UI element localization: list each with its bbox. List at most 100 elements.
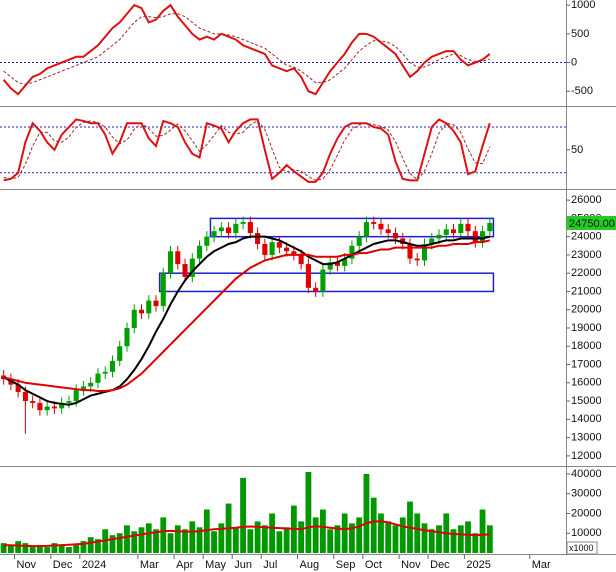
volume-bar (378, 513, 384, 553)
x-tick-label: 2024 (82, 559, 106, 571)
volume-bar (305, 471, 312, 553)
volume-bar (276, 531, 283, 553)
series-line (3, 118, 491, 183)
candle-body (175, 251, 181, 265)
candle-body (80, 386, 86, 391)
volume-bar (51, 543, 58, 553)
candle-body (240, 222, 246, 224)
volume-bar (341, 513, 348, 553)
y-tick-label: 23000 (571, 249, 602, 261)
x-tick-label: Dec (53, 559, 73, 571)
candle-body (59, 402, 65, 409)
candle-body (117, 346, 123, 361)
volume-bar (240, 477, 246, 553)
x-tick-label: Nov (401, 559, 421, 571)
volume-bar (472, 533, 479, 553)
volume-bar (363, 473, 370, 553)
candle-body (276, 242, 282, 248)
candle-body (313, 287, 319, 292)
candle-body (37, 402, 43, 411)
y-tick-label: 30000 (571, 488, 602, 500)
volume-bar (218, 523, 225, 553)
volume-bar (174, 525, 181, 553)
candle-body (407, 243, 413, 259)
y-tick-label: 12000 (571, 450, 602, 462)
volume-bar (87, 537, 94, 553)
candle-body (197, 245, 203, 259)
volume-bar (327, 529, 334, 553)
x-tick-label: Oct (365, 559, 382, 571)
candle-body (298, 254, 304, 265)
series-line (3, 520, 490, 548)
candle-body (255, 233, 261, 244)
candle-body (95, 373, 101, 383)
candle-body (443, 229, 449, 235)
x-tick-label: Aug (300, 559, 320, 571)
y-tick-label: 20000 (571, 507, 602, 519)
candle-body (262, 243, 268, 255)
volume-bar (399, 517, 406, 553)
candle-body (160, 273, 166, 307)
volume-bar (95, 539, 101, 553)
y-tick-label: 50 (571, 144, 583, 156)
volume-bar (349, 523, 355, 553)
candle-body (22, 391, 28, 402)
candle-body (342, 258, 348, 266)
volume-bar (189, 521, 196, 553)
volume-bar (80, 541, 87, 553)
volume-bar (109, 535, 116, 553)
candle-body (291, 251, 297, 255)
x-tick-label: Apr (176, 559, 193, 571)
volume-bar (312, 517, 319, 553)
candle-body (211, 231, 217, 237)
volume-bar (486, 525, 493, 553)
y-tick-label: 13000 (571, 432, 602, 444)
volume-bar (385, 521, 392, 553)
y-tick-label: 40000 (571, 468, 602, 480)
candle-body (349, 245, 355, 259)
volume-bar (131, 531, 138, 553)
candle-body (73, 390, 79, 402)
volume-bar (479, 509, 486, 553)
volume-bar (29, 547, 36, 553)
series-line (3, 239, 491, 393)
last-price-label: 24750.00 (569, 218, 615, 230)
candle-body (269, 242, 275, 255)
x-tick-label: 2025 (466, 559, 490, 571)
volume-bar (254, 521, 261, 553)
unit-label: x1000 (569, 543, 594, 553)
volume-bar (145, 523, 152, 553)
x-tick-label: Jul (263, 559, 277, 571)
volume-bar (436, 525, 442, 553)
frame (0, 0, 616, 555)
series-line (2, 3, 491, 96)
candle-body (421, 243, 428, 261)
candle-body (247, 222, 253, 234)
candle-body (378, 223, 384, 230)
y-tick-label: 22000 (571, 267, 602, 279)
volume-bar (334, 525, 341, 553)
unit-box (566, 541, 598, 555)
zone-box (158, 272, 495, 293)
y-tick-label: 0 (571, 56, 577, 68)
candle-body (487, 222, 493, 232)
x-tick-label: Jun (234, 559, 252, 571)
y-tick-label: 500 (571, 28, 589, 40)
x-tick-label: Dec (430, 559, 450, 571)
volume-bar (450, 529, 457, 553)
candle-body (51, 406, 57, 409)
candle-body (109, 360, 116, 372)
volume-bar (196, 527, 203, 553)
volume-bar (124, 525, 130, 553)
candle-body (102, 371, 108, 374)
candle-body (124, 328, 130, 347)
candle-body (226, 227, 232, 234)
y-tick-label: 16000 (571, 377, 602, 389)
y-tick-label: 20000 (571, 304, 602, 316)
last-price-box (567, 215, 616, 230)
volume-bar (7, 545, 14, 553)
candle-body (88, 382, 94, 387)
volume-bar (320, 509, 326, 553)
